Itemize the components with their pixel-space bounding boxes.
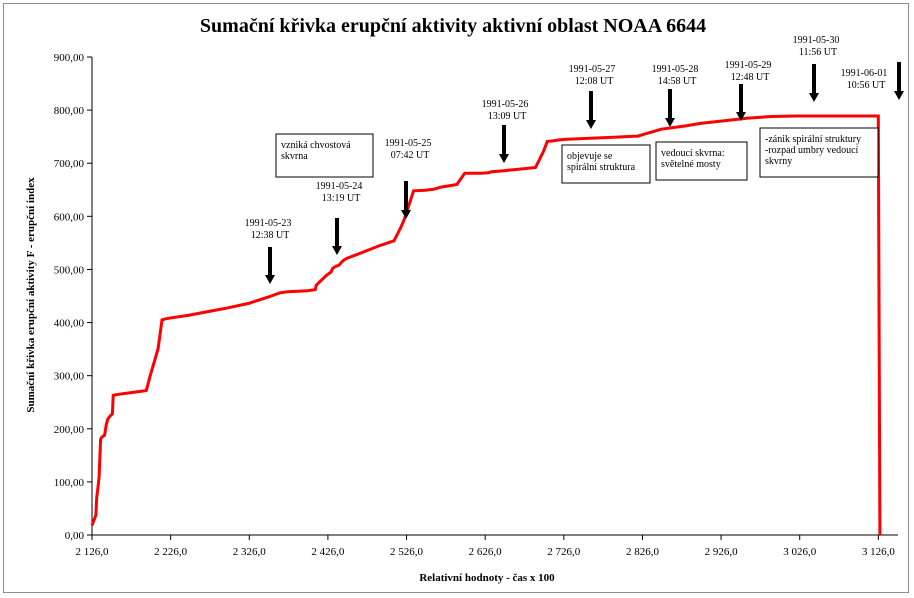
- x-tick-label: 3 026,0: [783, 546, 817, 558]
- arrow-down-icon: [499, 154, 509, 163]
- x-tick-label: 2 926,0: [705, 546, 739, 558]
- note-box-line: vzniká chvostová: [281, 140, 351, 151]
- x-tick-label: 2 826,0: [626, 546, 660, 558]
- arrow-down-icon: [665, 118, 675, 127]
- note-box-frame: [275, 133, 374, 178]
- note-box: -zánik spirální struktury-rozpad umbry v…: [759, 127, 879, 178]
- note-box-frame: [655, 141, 748, 181]
- note-box-line: skvrna: [281, 151, 308, 162]
- y-tick-label: 600,00: [54, 211, 85, 223]
- x-axis-label: Relativní hodnoty - čas x 100: [419, 572, 555, 584]
- x-tick-label: 2 126,0: [76, 546, 110, 558]
- arrow-down-icon: [894, 91, 904, 100]
- note-box-line: -rozpad umbry vedoucí: [765, 145, 859, 156]
- x-tick-label: 2 626,0: [469, 546, 503, 558]
- x-axis: 2 126,0 2 226,0 2 326,0 2 426,0 2 526,0 2 626…: [76, 534, 898, 558]
- y-axis-label: Sumační křivka erupční aktivity F - erup…: [25, 177, 37, 413]
- y-tick-label: 900,00: [54, 52, 85, 64]
- annotation-date: 1991-05-29: [725, 60, 772, 71]
- annotation-date: 1991-05-30: [793, 35, 840, 46]
- x-tick-label: 3 126,0: [862, 546, 896, 558]
- annotation-date: 1991-05-27: [569, 64, 616, 75]
- x-tick-label: 2 326,0: [233, 546, 267, 558]
- annotation-time: 13:19 UT: [322, 193, 361, 204]
- arrow-down-icon: [809, 93, 819, 102]
- annotation-date: 1991-05-23: [245, 218, 292, 229]
- y-tick-label: 100,00: [54, 477, 85, 489]
- note-box-frame: [759, 127, 879, 178]
- annotation-date: 1991-05-28: [652, 64, 699, 75]
- note-box-line: objevuje se: [567, 151, 613, 162]
- y-tick-label: 700,00: [54, 158, 85, 170]
- annotation-time: 12:48 UT: [731, 72, 770, 83]
- note-box-line: skvrny: [765, 156, 792, 167]
- y-tick-label: 500,00: [54, 264, 85, 276]
- annotation-time: 12:38 UT: [251, 230, 290, 241]
- annotation-date: 1991-05-26: [482, 99, 529, 110]
- note-box-line: -zánik spirální struktury: [765, 134, 861, 145]
- annotation-time: 13:09 UT: [488, 111, 527, 122]
- arrow-down-icon: [736, 112, 746, 121]
- series-group: [90, 114, 882, 536]
- y-axis: 0,00 100,00 200,00 300,00 400,00 500,00 600,00…: [54, 52, 93, 542]
- arrow-down-icon: [265, 275, 275, 284]
- x-tick-label: 2 726,0: [547, 546, 581, 558]
- chart-frame: [3, 3, 909, 593]
- annotation-time: 11:56 UT: [799, 47, 837, 58]
- arrow-down-icon: [332, 246, 342, 255]
- series-line: [90, 114, 882, 536]
- chart-title: Sumační křivka erupční aktivity aktivní …: [200, 15, 706, 37]
- note-box-line: spirální struktura: [567, 162, 636, 173]
- y-tick-label: 800,00: [54, 105, 85, 117]
- annotation-date: 1991-05-24: [316, 181, 363, 192]
- x-tick-label: 2 226,0: [154, 546, 188, 558]
- annotation-time: 14:58 UT: [658, 76, 697, 87]
- note-box: vedoucí skvrna:světelné mosty: [655, 141, 748, 181]
- y-tick-label: 0,00: [65, 530, 85, 542]
- y-tick-label: 300,00: [54, 371, 85, 383]
- annotation-time: 12:08 UT: [575, 76, 614, 87]
- y-tick-label: 200,00: [54, 424, 85, 436]
- annotation-time: 07:42 UT: [391, 150, 430, 161]
- arrow-down-icon: [401, 210, 411, 219]
- note-box-line: světelné mosty: [661, 159, 721, 170]
- x-tick-label: 2 526,0: [390, 546, 424, 558]
- annotation-date: 1991-05-25: [385, 138, 432, 149]
- note-box-frame: [561, 144, 651, 184]
- annotation-date: 1991-06-01: [841, 68, 888, 79]
- x-tick-label: 2 426,0: [311, 546, 345, 558]
- annotation-time: 10:56 UT: [847, 80, 886, 91]
- note-box-line: vedoucí skvrna:: [661, 148, 725, 159]
- y-tick-label: 400,00: [54, 318, 85, 330]
- arrow-down-icon: [586, 120, 596, 129]
